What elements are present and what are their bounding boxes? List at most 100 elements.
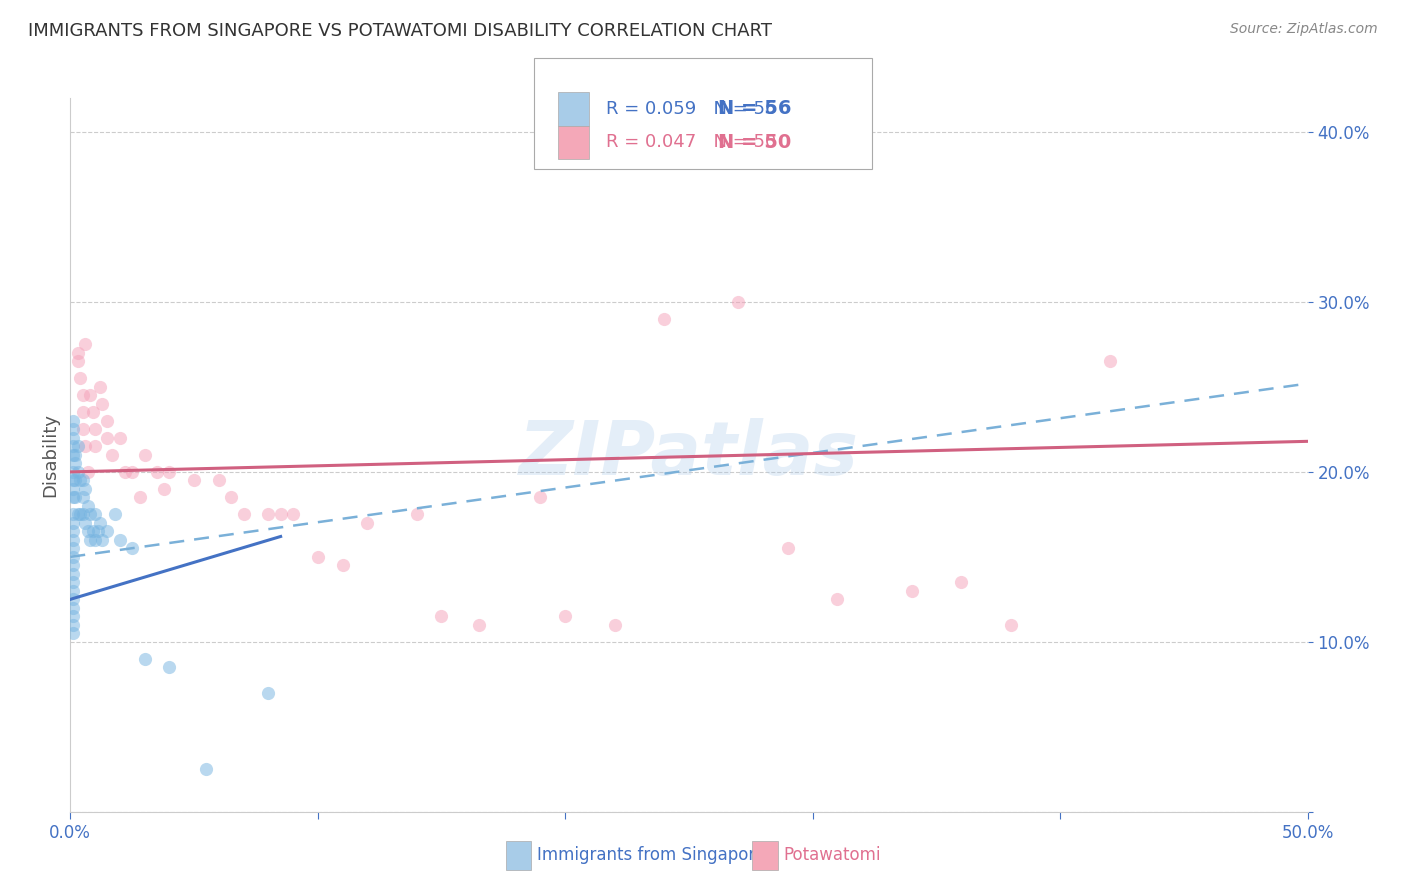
Point: [76, 524, 98, 539]
Point: [96, 431, 118, 445]
Point: [66, 346, 89, 360]
Point: [89, 380, 111, 394]
Point: [114, 465, 136, 479]
Point: [1000, 617, 1022, 632]
Point: [257, 686, 280, 700]
Point: [104, 508, 127, 522]
Point: [66, 439, 89, 453]
Point: [75, 516, 97, 530]
Point: [603, 617, 626, 632]
Point: [72, 422, 94, 436]
Point: [62, 448, 84, 462]
Point: [146, 465, 169, 479]
Point: [79, 388, 101, 402]
Point: [183, 474, 205, 488]
Point: [356, 516, 378, 530]
Point: [62, 592, 84, 607]
Text: R = 0.047   N = 50: R = 0.047 N = 50: [606, 134, 776, 152]
Point: [84, 533, 107, 547]
Point: [91, 397, 114, 411]
Point: [121, 541, 143, 556]
Text: N = 50: N = 50: [718, 133, 792, 152]
Point: [195, 762, 218, 776]
Point: [65, 457, 87, 471]
Point: [72, 491, 94, 505]
Point: [72, 508, 94, 522]
Point: [208, 474, 231, 488]
Point: [62, 600, 84, 615]
Point: [134, 448, 156, 462]
Point: [270, 508, 292, 522]
Point: [76, 465, 98, 479]
Point: [84, 508, 107, 522]
Point: [727, 295, 749, 310]
Text: IMMIGRANTS FROM SINGAPORE VS POTAWATOMI DISABILITY CORRELATION CHART: IMMIGRANTS FROM SINGAPORE VS POTAWATOMI …: [28, 22, 772, 40]
Point: [75, 482, 97, 496]
Point: [62, 566, 84, 581]
Point: [62, 439, 84, 453]
Point: [108, 533, 131, 547]
Point: [157, 465, 180, 479]
Point: [65, 491, 87, 505]
Point: [108, 431, 131, 445]
Point: [82, 524, 104, 539]
Point: [84, 439, 107, 453]
Point: [96, 524, 118, 539]
Point: [652, 312, 675, 326]
Point: [66, 465, 89, 479]
Point: [91, 533, 114, 547]
Point: [62, 465, 84, 479]
Point: [827, 592, 849, 607]
Point: [153, 482, 176, 496]
Point: [65, 448, 87, 462]
Point: [84, 422, 107, 436]
Text: ZIPatlas: ZIPatlas: [519, 418, 859, 491]
Text: R = 0.059   N = 56: R = 0.059 N = 56: [606, 100, 776, 118]
Point: [281, 508, 304, 522]
Text: Potawatomi: Potawatomi: [783, 847, 880, 864]
Point: [101, 448, 124, 462]
Point: [307, 549, 329, 564]
Point: [62, 431, 84, 445]
Point: [157, 660, 180, 674]
Point: [121, 465, 143, 479]
Point: [529, 491, 551, 505]
Point: [82, 405, 104, 419]
Point: [79, 508, 101, 522]
Point: [950, 575, 973, 590]
Point: [72, 405, 94, 419]
Point: [62, 558, 84, 573]
Point: [75, 439, 97, 453]
Point: [72, 474, 94, 488]
Point: [62, 474, 84, 488]
Point: [62, 414, 84, 428]
Point: [65, 474, 87, 488]
Point: [900, 583, 922, 598]
Point: [69, 371, 91, 385]
Point: [62, 482, 84, 496]
Point: [86, 524, 108, 539]
Point: [134, 652, 156, 666]
Point: [405, 508, 427, 522]
Point: [69, 508, 91, 522]
Text: Source: ZipAtlas.com: Source: ZipAtlas.com: [1230, 22, 1378, 37]
Point: [62, 626, 84, 640]
Point: [467, 617, 489, 632]
Point: [128, 491, 150, 505]
Point: [96, 414, 118, 428]
Point: [62, 617, 84, 632]
Point: [257, 508, 280, 522]
Point: [79, 533, 101, 547]
Point: [232, 508, 254, 522]
Point: [66, 354, 89, 368]
Point: [62, 549, 84, 564]
Point: [776, 541, 799, 556]
Text: N = 56: N = 56: [718, 99, 792, 118]
Point: [62, 516, 84, 530]
Point: [1098, 354, 1121, 368]
Point: [332, 558, 354, 573]
Point: [62, 583, 84, 598]
Text: Immigrants from Singapore: Immigrants from Singapore: [537, 847, 765, 864]
Y-axis label: Disability: Disability: [41, 413, 59, 497]
Point: [89, 516, 111, 530]
